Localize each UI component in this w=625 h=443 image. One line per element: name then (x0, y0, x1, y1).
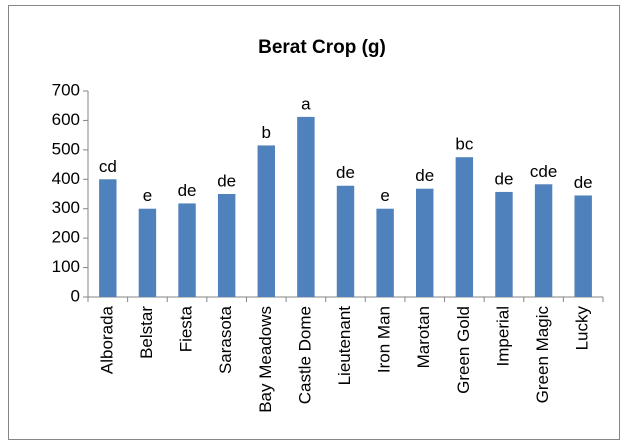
annotation: e (380, 186, 389, 205)
bar (416, 188, 434, 297)
y-tick-label: 100 (52, 257, 80, 276)
x-tick-label: Alborada (97, 305, 116, 374)
x-tick-label: Bay Meadows (256, 306, 275, 413)
annotation: de (415, 166, 434, 185)
x-tick-label: Lucky (573, 306, 592, 351)
chart-title: Berat Crop (g) (258, 37, 386, 58)
annotation: e (143, 186, 152, 205)
bar (376, 208, 394, 297)
x-tick-label: Marotan (414, 306, 433, 368)
annotation: cde (530, 162, 557, 181)
bar (257, 145, 275, 297)
y-tick-label: 300 (52, 198, 80, 217)
annotation: de (178, 181, 197, 200)
bar (574, 195, 592, 297)
y-tick-label: 0 (71, 286, 80, 305)
x-tick-label: Green Magic (533, 306, 552, 404)
y-tick-label: 700 (52, 80, 80, 99)
bar (455, 157, 474, 297)
bar (336, 185, 355, 297)
bar (99, 179, 117, 297)
bar (495, 191, 513, 297)
x-tick-label: Sarasota (216, 305, 235, 374)
y-tick-label: 500 (52, 139, 80, 158)
x-tick-label: Fiesta (177, 305, 196, 352)
annotation: bc (455, 135, 473, 154)
annotation: a (301, 94, 311, 113)
annotation: de (336, 163, 355, 182)
x-tick-label: Belstar (137, 306, 156, 359)
y-tick-label: 200 (52, 228, 80, 247)
annotation: de (574, 173, 593, 192)
x-tick-label: Lieutenant (335, 306, 354, 386)
x-tick-label: Castle Dome (295, 306, 314, 404)
bar (534, 184, 553, 297)
annotation: de (217, 171, 236, 190)
y-tick-label: 600 (52, 110, 80, 129)
bar (138, 208, 157, 297)
x-tick-label: Iron Man (375, 306, 394, 373)
bar (178, 203, 196, 297)
annotation: b (262, 123, 271, 142)
y-tick-label: 400 (52, 169, 80, 188)
x-tick-label: Imperial (493, 306, 512, 366)
annotation: de (495, 169, 514, 188)
bar (297, 116, 315, 297)
bar (217, 194, 236, 297)
x-tick-label: Green Gold (454, 306, 473, 394)
annotation: cd (99, 157, 117, 176)
